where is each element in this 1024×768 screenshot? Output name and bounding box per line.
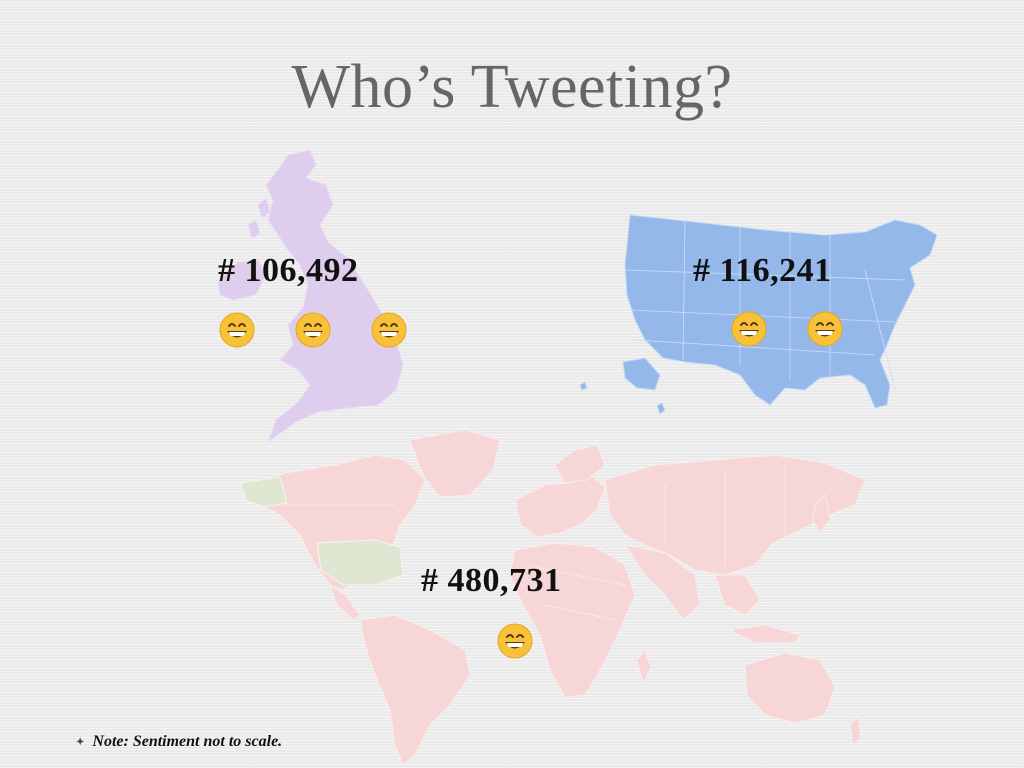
grinning-face-icon bbox=[219, 312, 255, 348]
uk-tweet-count: # 106,492 bbox=[218, 252, 359, 289]
world-map bbox=[239, 429, 866, 766]
usa-sentiment-row bbox=[731, 311, 843, 347]
uk-map bbox=[218, 150, 404, 444]
usa-tweet-count: # 116,241 bbox=[693, 252, 832, 289]
world-sentiment-row bbox=[497, 623, 533, 659]
grinning-face-icon bbox=[497, 623, 533, 659]
world-tweet-count: # 480,731 bbox=[421, 562, 562, 599]
usa-map bbox=[579, 214, 938, 415]
footnote: ✦ Note: Sentiment not to scale. bbox=[76, 733, 282, 751]
footnote-text: Note: Sentiment not to scale. bbox=[92, 733, 283, 750]
uk-sentiment-row bbox=[219, 312, 407, 348]
grinning-face-icon bbox=[807, 311, 843, 347]
bullet-icon: ✦ bbox=[76, 736, 85, 748]
grinning-face-icon bbox=[371, 312, 407, 348]
grinning-face-icon bbox=[731, 311, 767, 347]
slide-title: Who’s Tweeting? bbox=[291, 53, 733, 121]
grinning-face-icon bbox=[295, 312, 331, 348]
